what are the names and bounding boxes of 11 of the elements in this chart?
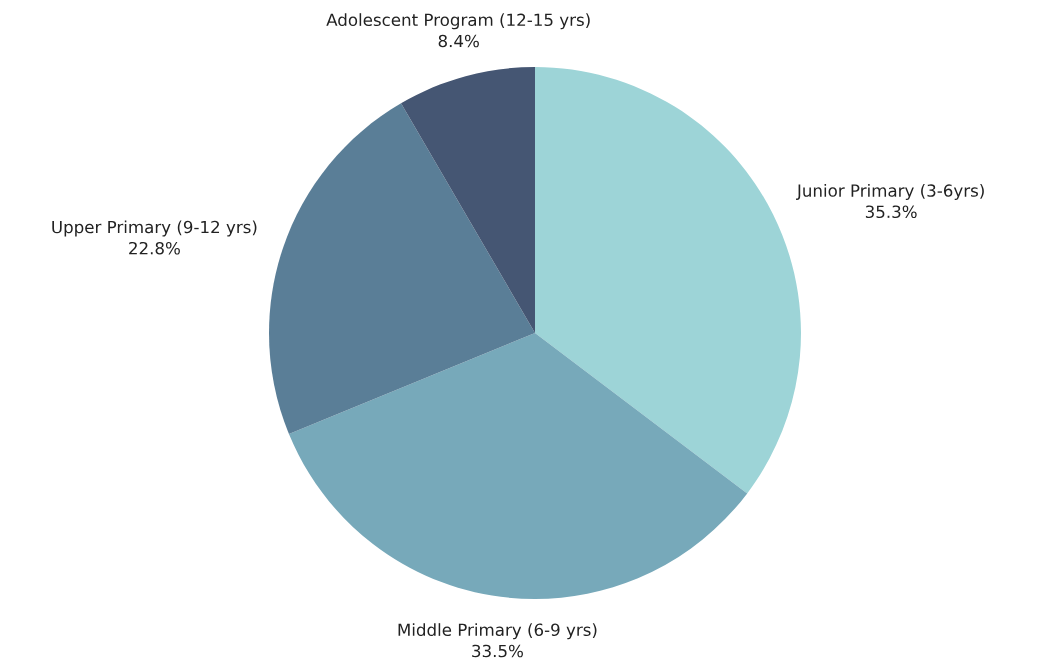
slice-label: Adolescent Program (12-15 yrs) (326, 13, 590, 30)
pie-slice (401, 67, 535, 333)
data-label: 22.8% (129, 241, 180, 255)
pie-slice (269, 103, 535, 435)
slice-label: Junior Primary (3-6yrs) (796, 183, 984, 201)
data-label: 8.4% (438, 34, 479, 48)
data-label: 33.5% (472, 644, 523, 658)
slice-label: Middle Primary (6-9 yrs) (398, 623, 597, 640)
data-label: 35.3% (865, 205, 917, 219)
pie-slice (288, 333, 748, 599)
slice-label: Upper Primary (9-12 yrs) (52, 220, 257, 237)
